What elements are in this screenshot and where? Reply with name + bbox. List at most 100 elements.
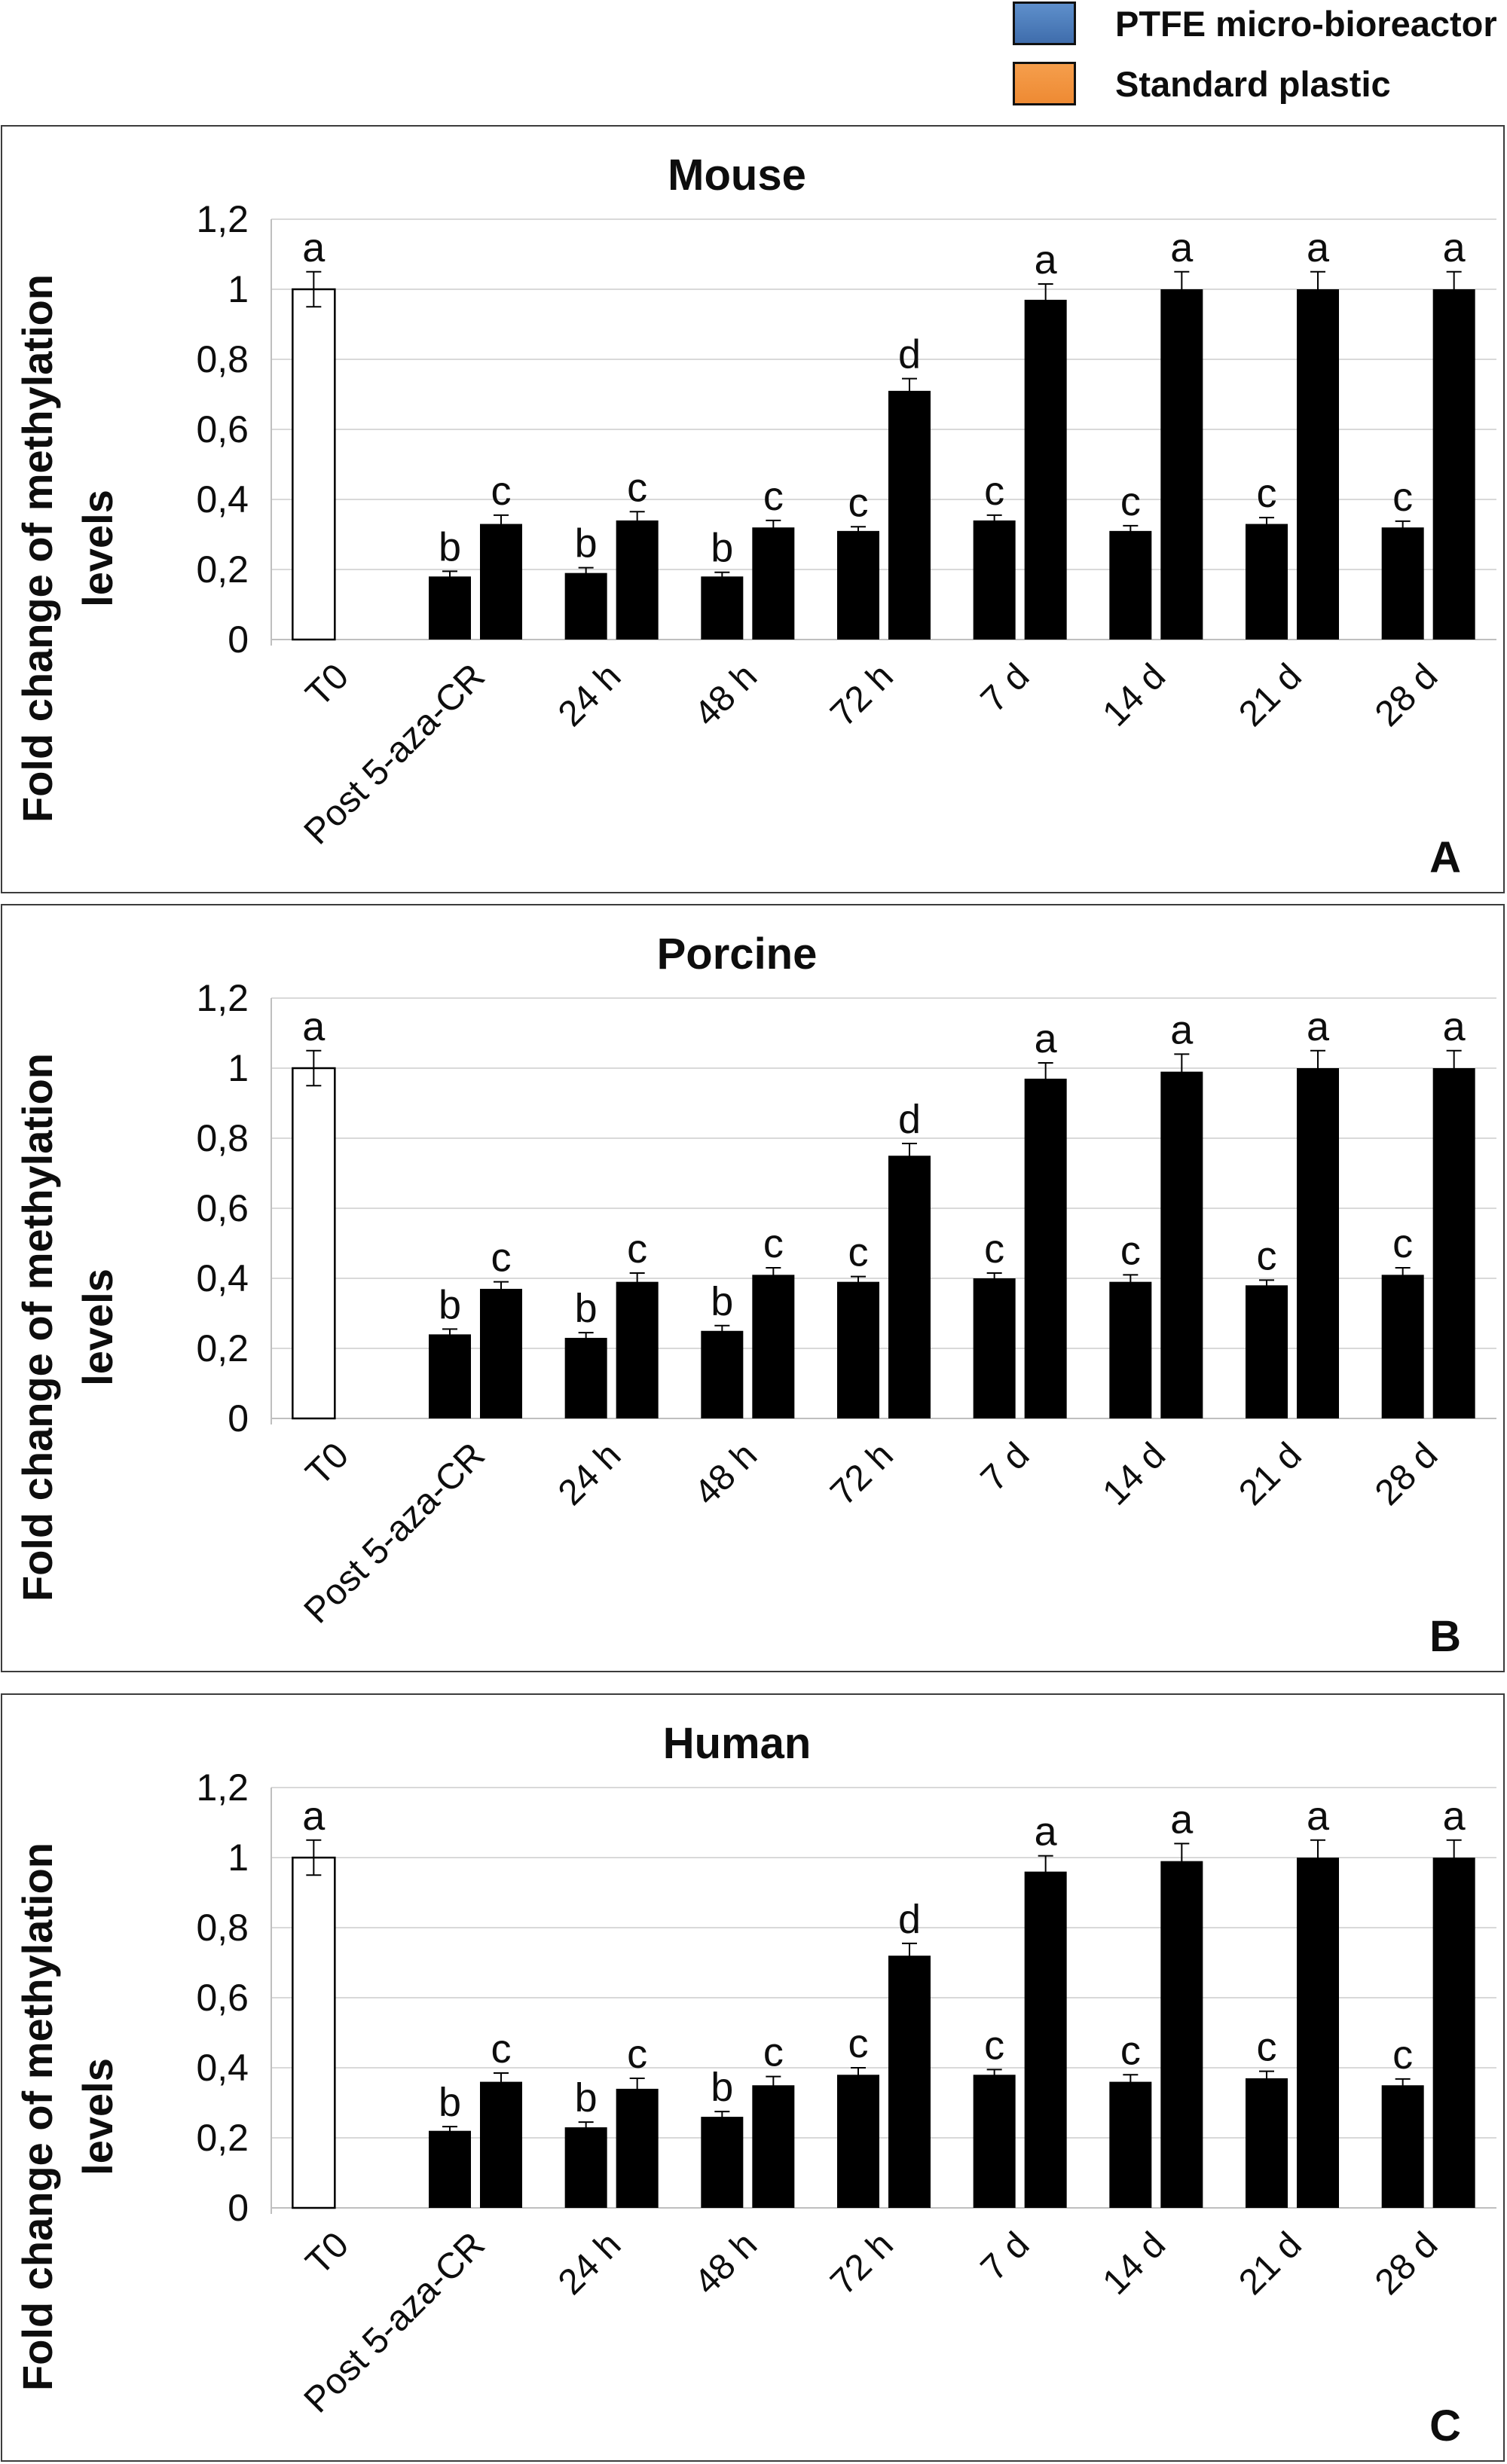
error-bar-plastic [1310,1049,1325,1087]
error-bar-ptfe [851,526,866,536]
sig-letter: c [627,2032,647,2077]
legend-swatch-standard-plastic-icon [1013,62,1076,105]
bar-ptfe-Post5-aza-CR [429,2130,471,2208]
sig-letter: b [711,1279,733,1324]
x-tick-label: 21 d [1231,656,1310,734]
x-tick-label: 72 h [823,2224,901,2303]
x-tick-label: 7 d [974,656,1038,720]
sig-letter: a [302,1004,326,1049]
y-tick-label: 0 [228,618,249,661]
bar-ptfe-7d [973,520,1016,640]
error-bar-ptfe [442,570,457,583]
sig-letter: c [1392,475,1413,520]
bar-plastic-72h [888,1156,931,1418]
bar-ptfe-72h [837,2075,879,2208]
y-tick-label: 0,4 [196,1257,249,1299]
legend-swatch-ptfe-icon [1013,2,1076,45]
y-tick-label: 1,2 [196,1766,249,1809]
y-tick-label: 0 [228,1397,249,1440]
legend-item-standard-plastic: Standard plastic [1013,62,1391,105]
sig-letter: c [491,1235,512,1281]
y-tick-label: 1 [228,1047,249,1089]
sig-letter: b [575,521,598,566]
x-tick-label: 48 h [687,1435,766,1513]
sig-letter: a [1443,1794,1466,1839]
x-tick-label: T0 [298,2224,356,2282]
sig-letter: a [1035,1016,1058,1061]
sig-letter: b [711,526,733,571]
error-bar-ptfe [1259,517,1274,531]
sig-letter: a [302,1794,326,1839]
x-tick-label: 14 d [1096,656,1174,734]
bar-ptfe-7d [973,1278,1016,1418]
x-tick-label: 7 d [974,2224,1038,2288]
sig-letter: a [1035,237,1058,282]
sig-letter: a [1307,1794,1330,1839]
y-axis-label-line1: Fold change of methylation [14,1843,61,2391]
y-tick-label: 1,2 [196,977,249,1019]
sig-letter: b [439,2080,461,2125]
bar-ptfe-24h [564,2127,607,2208]
sig-letter: c [1120,1228,1141,1273]
bar-ptfe-Post5-aza-CR [429,1334,471,1418]
error-bar-plastic [494,2072,509,2092]
x-tick-label: 24 h [551,1435,629,1513]
chart-mouse: 1,2 1 0,8 0,6 0,4 0,2 0 Mouse Fold change of met… [14,151,1496,882]
error-bar-ptfe [578,1332,594,1345]
bar-plastic-7d [1024,299,1067,640]
error-bar-plastic [629,511,645,530]
bar-ptfe-14d [1109,2081,1152,2208]
y-tick-label: 1 [228,1837,249,1879]
error-bar-plastic [1310,1839,1325,1876]
y-tick-label: 0,6 [196,1187,249,1229]
panel-letter: A [1429,833,1461,882]
panel-title: Porcine [657,930,818,979]
error-bar-plastic [494,1281,509,1297]
bar-plastic-24h [616,1281,659,1418]
y-tick-label: 0,6 [196,1977,249,2019]
y-tick-label: 0,2 [196,548,249,591]
y-tick-label: 0,8 [196,1907,249,1949]
error-bar-plastic [629,2077,645,2100]
bar-plastic-14d [1160,1861,1203,2208]
panel-letter: C [1429,2401,1461,2450]
sig-letter: c [984,2023,1004,2068]
error-bar-plastic [766,2075,781,2095]
bar-t0 [292,1856,336,2209]
sig-letter: c [1120,479,1141,524]
error-bar-plastic [902,377,917,405]
error-bar-ptfe [1123,1274,1139,1290]
x-tick-label: 24 h [551,656,629,734]
bar-plastic-48h [752,2085,795,2208]
error-bar-ptfe [1259,1279,1274,1292]
x-tick-label: 72 h [823,1435,901,1513]
error-bar-ptfe [851,1275,866,1288]
bar-plastic-21d [1297,1858,1339,2208]
y-tick-label: 0,8 [196,1117,249,1159]
chart-human: 1,2 1 0,8 0,6 0,4 0,2 0 Human Fold change of met… [14,1719,1496,2450]
bar-plastic-14d [1160,1071,1203,1418]
sig-letter: c [984,469,1004,514]
bar-ptfe-72h [837,1281,879,1418]
x-tick-label: 28 d [1368,1435,1446,1513]
sig-letter: d [898,332,921,377]
x-tick-label: 21 d [1231,2224,1310,2303]
error-bar-plastic [1174,270,1190,308]
sig-letter: a [1170,225,1194,270]
x-tick-label: T0 [298,1435,356,1493]
x-tick-label: 48 h [687,2224,766,2303]
y-axis-label-line1: Fold change of methylation [14,274,61,823]
error-bar-ptfe [851,2067,866,2083]
bar-ptfe-48h [701,2117,744,2208]
sig-letter: c [627,1226,647,1272]
bar-ptfe-72h [837,530,879,640]
error-bar-ptfe [986,514,1002,527]
legend-label-ptfe: PTFE micro-bioreactor [1115,3,1497,44]
sig-letter: a [1443,225,1466,270]
bar-ptfe-28d [1381,1275,1424,1418]
sig-letter: c [1392,1221,1413,1266]
x-tick-label: 7 d [974,1435,1038,1499]
error-bar-plastic [766,519,781,536]
bar-ptfe-7d [973,2075,1016,2208]
error-bar-plastic [1174,1053,1190,1090]
